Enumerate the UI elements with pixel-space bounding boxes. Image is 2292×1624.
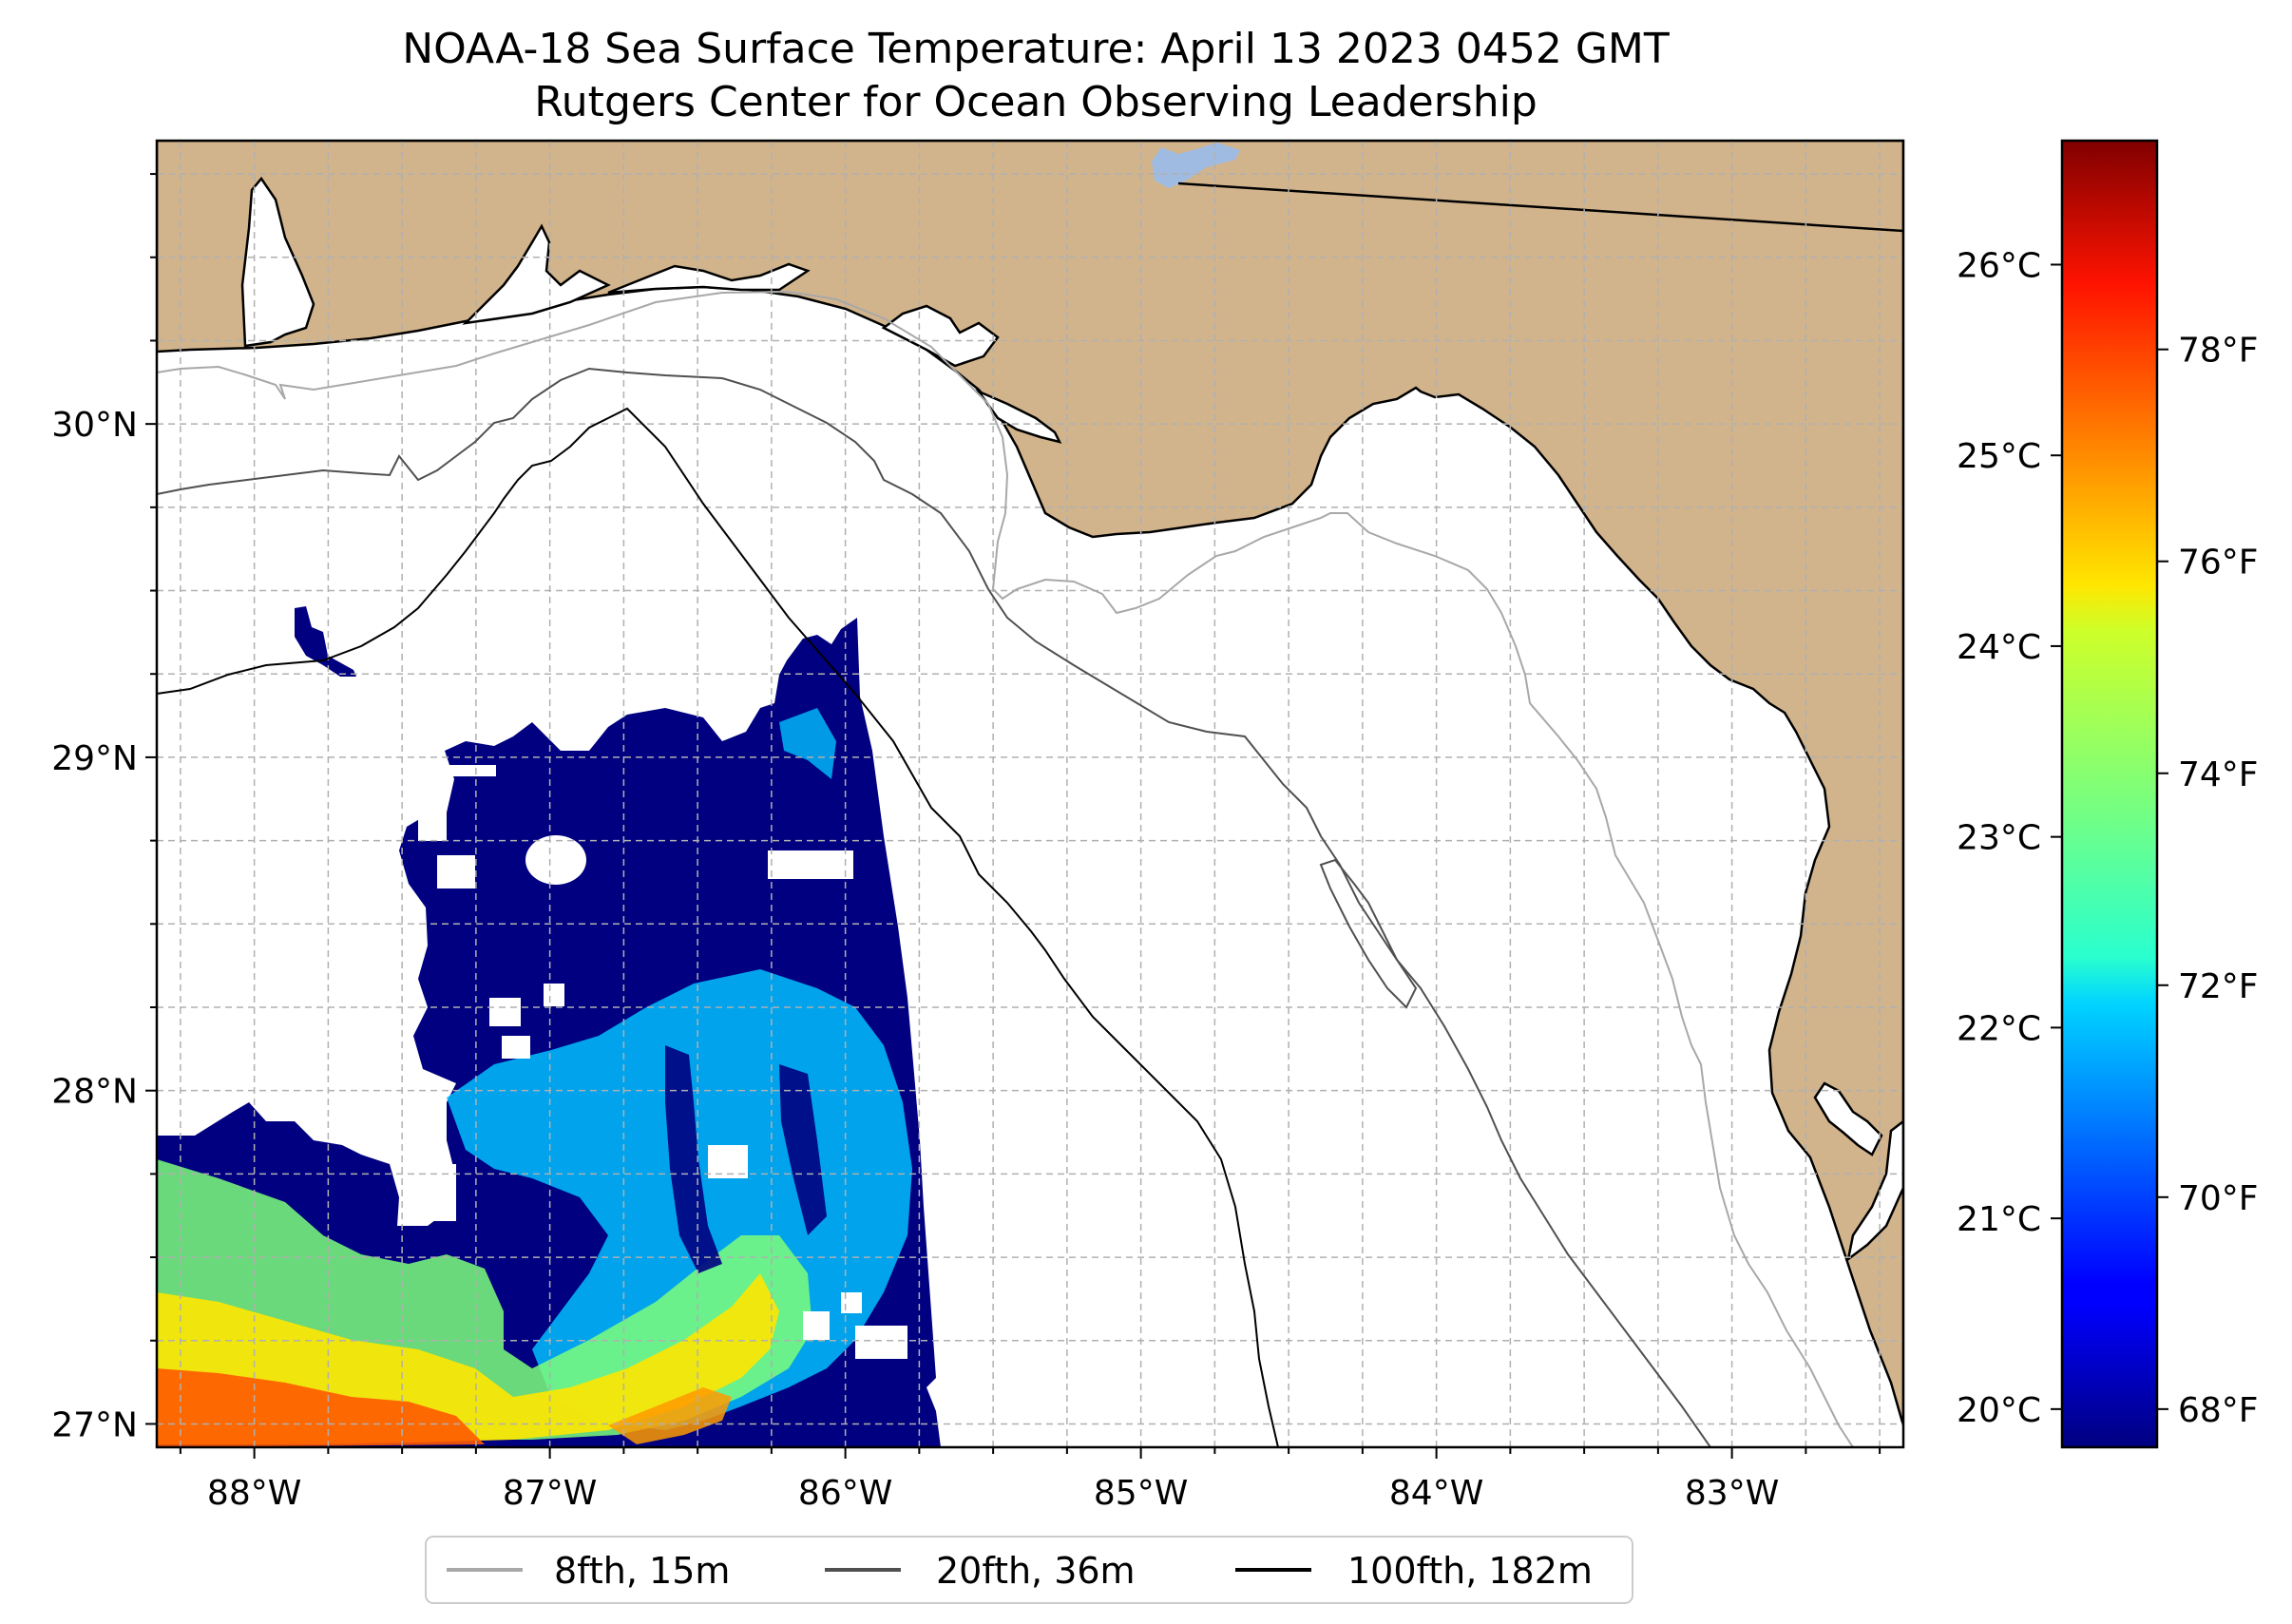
map-subtitle: Rutgers Center for Ocean Observing Leade… — [534, 78, 1538, 126]
cloud-gap — [544, 984, 564, 1006]
sst-isolated-patch — [295, 606, 356, 677]
x-tick-label: 86°W — [798, 1474, 892, 1513]
colorbar-label-f: 70°F — [2178, 1179, 2259, 1218]
cloud-gap — [525, 835, 586, 885]
colorbar-ticks: 20°C 21°C 22°C 23°C 24°C 25°C 26°C 68°F 70°F 72°F… — [1957, 246, 2258, 1429]
lake — [1152, 143, 1240, 188]
y-tick-label: 28°N — [51, 1073, 138, 1112]
colorbar-label-c: 23°C — [1957, 819, 2041, 858]
legend: 8fth, 15m 20fth, 36m 100fth, 182m — [425, 1536, 1633, 1604]
state-border — [1177, 182, 1903, 233]
colorbar: 20°C 21°C 22°C 23°C 24°C 25°C 26°C 68°F 70°F 72°F… — [1957, 139, 2259, 1449]
x-tick-label: 83°W — [1685, 1474, 1779, 1513]
colorbar-label-c: 24°C — [1957, 628, 2041, 667]
cloud-gap — [502, 1036, 530, 1059]
map-title: NOAA-18 Sea Surface Temperature: April 1… — [402, 25, 1670, 73]
y-tick-label: 29°N — [51, 739, 138, 778]
x-tick-label: 87°W — [503, 1474, 597, 1513]
pensacola-bay — [462, 223, 611, 325]
sst-field — [157, 606, 941, 1447]
sst-cold-streak — [779, 1064, 827, 1235]
sst-hot-band-east — [608, 1387, 732, 1444]
legend-label-20fth: 20fth, 36m — [936, 1550, 1136, 1592]
colorbar-label-c: 25°C — [1957, 437, 2041, 476]
map-frame — [155, 139, 1905, 1449]
isobath-100fth — [157, 407, 1279, 1447]
tampa-bay — [1813, 1081, 1883, 1156]
legend-label-100fth: 100fth, 182m — [1347, 1550, 1593, 1592]
x-tick-label: 85°W — [1094, 1474, 1188, 1513]
sst-cold-streak — [508, 1245, 570, 1349]
apalachicola-bay — [975, 389, 1062, 444]
legend-label-8fth: 8fth, 15m — [554, 1550, 730, 1592]
colorbar-label-f: 76°F — [2178, 544, 2259, 583]
sst-cold-streak — [665, 1045, 722, 1273]
axis-ticks: 88°W 87°W 86°W 85°W 84°W 83°W 27°N 28°N 29°N 30°N — [51, 173, 1881, 1513]
colorbar-label-c: 26°C — [1957, 246, 2041, 285]
colorbar-label-f: 72°F — [2178, 967, 2259, 1006]
sst-hot-band — [157, 1368, 485, 1447]
legend-box — [425, 1536, 1633, 1604]
cloud-gap — [489, 998, 521, 1026]
cloud-gap — [437, 855, 475, 888]
cloud-gap — [418, 812, 447, 841]
colorbar-label-c: 22°C — [1957, 1009, 2041, 1048]
x-tick-label: 88°W — [207, 1474, 301, 1513]
colorbar-label-f: 78°F — [2178, 332, 2259, 371]
colorbar-label-f: 74°F — [2178, 755, 2259, 794]
sst-cool-streak — [779, 708, 836, 779]
colorbar-label-f: 68°F — [2178, 1391, 2259, 1430]
x-tick-label: 84°W — [1389, 1474, 1483, 1513]
colorbar-label-c: 20°C — [1957, 1391, 2041, 1430]
cloud-gap — [449, 765, 496, 776]
isobath-20fth-island — [1319, 858, 1418, 1009]
colorbar-label-c: 21°C — [1957, 1200, 2041, 1239]
cloud-gap — [855, 1326, 907, 1359]
isobath-8fth — [157, 290, 1854, 1447]
y-tick-label: 27°N — [51, 1405, 138, 1444]
choctawhatchee-bay — [607, 262, 811, 295]
map-panel — [157, 141, 1903, 1447]
cloud-gap — [708, 1145, 748, 1178]
cloud-gap — [803, 1311, 830, 1340]
colorbar-gradient — [2060, 139, 2159, 1449]
cloud-gap — [768, 850, 853, 879]
cloud-gap — [399, 1164, 456, 1221]
gridlines — [157, 141, 1903, 1447]
y-tick-label: 30°N — [51, 406, 138, 445]
mobile-bay — [240, 176, 315, 348]
cloud-gap — [841, 1292, 862, 1313]
isobath-20fth — [157, 367, 1711, 1447]
